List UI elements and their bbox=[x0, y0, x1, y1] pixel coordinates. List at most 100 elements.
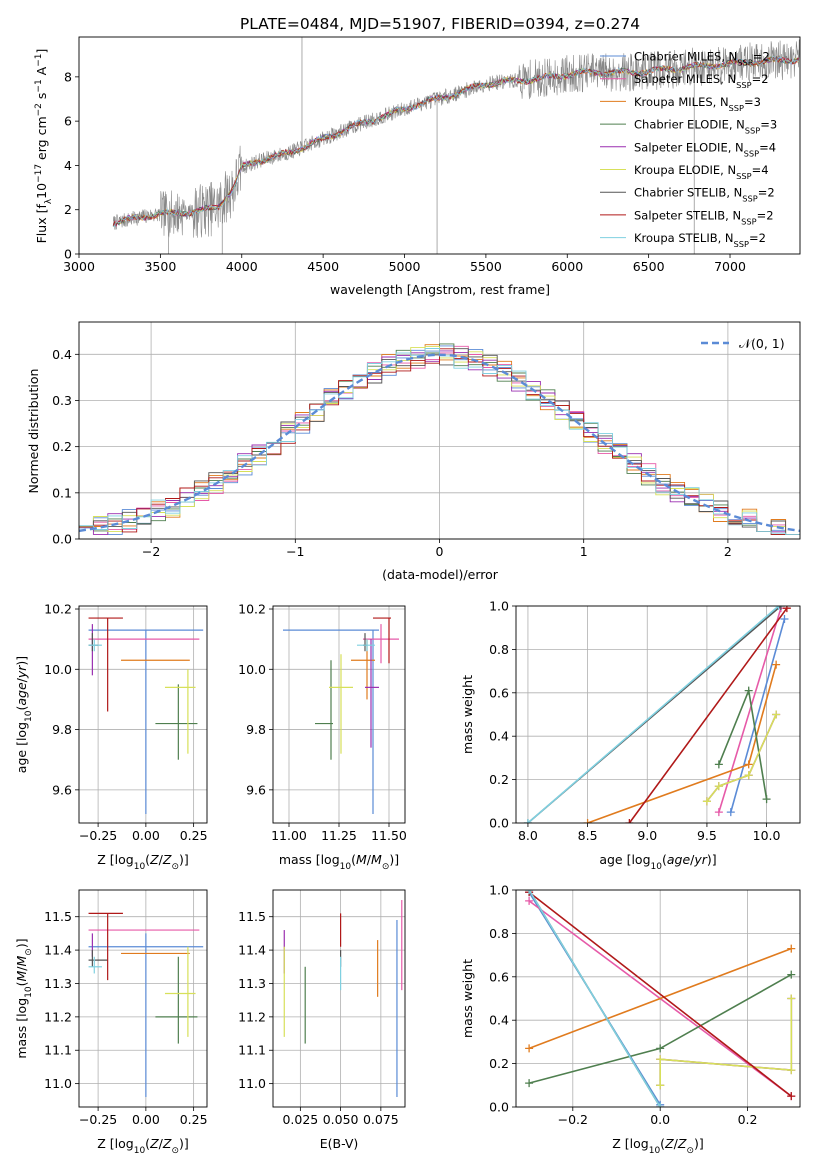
x-tick-label: 1 bbox=[580, 544, 588, 559]
plot-area-age_vs_Z bbox=[88, 617, 204, 814]
y-tick-label: 11.2 bbox=[238, 1009, 266, 1024]
weight-line bbox=[528, 890, 661, 1107]
weight-marker bbox=[656, 1081, 665, 1090]
weight-marker bbox=[525, 1044, 534, 1053]
x-tick-label: 8.5 bbox=[578, 828, 598, 843]
x-tick-label: 6000 bbox=[551, 259, 583, 274]
y-tick-label: 10.2 bbox=[238, 602, 266, 617]
histogram-step bbox=[79, 348, 800, 535]
y-tick-label: 1.0 bbox=[489, 883, 509, 898]
weight-marker bbox=[744, 760, 753, 769]
y-tick-label: 6 bbox=[64, 114, 72, 129]
observed-spectrum-line bbox=[112, 39, 800, 238]
y-tick-label: 0.4 bbox=[52, 347, 72, 362]
x-tick-label: −1 bbox=[286, 544, 304, 559]
y-tick-label: 0.4 bbox=[489, 729, 509, 744]
weight-marker bbox=[583, 819, 592, 823]
y-tick-label: 0.0 bbox=[489, 816, 509, 831]
y-axis-label: mass weight bbox=[460, 959, 475, 1038]
x-tick-label: 0.00 bbox=[132, 1112, 160, 1127]
legend-label: Kroupa ELODIE, NSSP=4 bbox=[634, 163, 769, 181]
y-tick-label: 0.8 bbox=[489, 642, 509, 657]
x-tick-label: −2 bbox=[142, 544, 160, 559]
x-tick-label: 5000 bbox=[389, 259, 421, 274]
y-tick-label: 11.3 bbox=[238, 976, 266, 991]
axes-frame bbox=[515, 605, 801, 824]
legend-label: Chabrier ELODIE, NSSP=3 bbox=[634, 118, 777, 136]
axes-frame bbox=[272, 889, 406, 1108]
model-fit-line bbox=[113, 55, 799, 227]
x-tick-label: 0.075 bbox=[363, 1112, 399, 1127]
weight-marker bbox=[656, 1044, 665, 1053]
y-tick-label: 0.3 bbox=[52, 393, 72, 408]
x-axis-label: Z [log10(Z/Z⊙)] bbox=[612, 1136, 704, 1156]
axes-residuals: −2 −1 0 1 2 0.0 0.1 0.2 0.3 0.4 𝒩(0, 1) (data-model… bbox=[26, 321, 801, 582]
y-axis-label: Normed distribution bbox=[26, 369, 41, 494]
x-tick-label: −0.2 bbox=[558, 1112, 588, 1127]
x-tick-label: 0.25 bbox=[180, 828, 208, 843]
y-tick-label: 0.8 bbox=[489, 926, 509, 941]
plot-area-residuals bbox=[79, 343, 800, 535]
y-tick-label: 0.0 bbox=[52, 532, 72, 547]
x-tick-label: 6500 bbox=[633, 259, 665, 274]
legend-label: 𝒩(0, 1) bbox=[739, 336, 785, 351]
x-tick-label: −0.25 bbox=[79, 828, 117, 843]
weight-marker bbox=[744, 686, 753, 695]
y-tick-label: 11.5 bbox=[44, 909, 72, 924]
weight-marker bbox=[525, 1079, 534, 1088]
x-tick-label: 0.00 bbox=[132, 828, 160, 843]
axes-frame bbox=[78, 36, 801, 255]
plot-area-mass_vs_ebv bbox=[283, 900, 403, 1097]
legend: Chabrier MILES, NSSP=2 Salpeter MILES, NS… bbox=[600, 50, 777, 249]
y-tick-label: 9.8 bbox=[52, 722, 72, 737]
axes-mass_vs_ebv: 0.025 0.050 0.075 11.0 11.1 11.2 11.3 11.4 11.5 E… bbox=[238, 889, 406, 1151]
axes-frame bbox=[515, 889, 801, 1108]
legend-label: Salpeter ELODIE, NSSP=4 bbox=[634, 140, 776, 158]
legend-label: Chabrier MILES, NSSP=2 bbox=[634, 50, 770, 68]
y-tick-label: 11.1 bbox=[238, 1043, 266, 1058]
x-tick-label: 8.0 bbox=[518, 828, 538, 843]
x-tick-label: 11.25 bbox=[321, 828, 357, 843]
weight-marker bbox=[625, 819, 634, 823]
x-axis-label: (data-model)/error bbox=[382, 567, 499, 582]
plot-area-spectrum bbox=[112, 37, 800, 254]
y-tick-label: 2 bbox=[64, 202, 72, 217]
axes-weight_vs_Z: −0.2 0.0 0.2 0.0 0.2 0.4 0.6 0.8 1.0 Z [log10(Z/Z… bbox=[460, 883, 801, 1156]
axes-frame bbox=[78, 605, 208, 824]
legend-label: Salpeter STELIB, NSSP=2 bbox=[634, 208, 774, 226]
weight-marker bbox=[787, 1092, 796, 1101]
axes-age_vs_mass: 11.00 11.25 11.50 9.6 9.8 10.0 10.2 mass [log10… bbox=[238, 602, 407, 872]
weight-marker bbox=[762, 795, 771, 804]
x-tick-label: 7000 bbox=[714, 259, 746, 274]
x-tick-label: 0.025 bbox=[282, 1112, 318, 1127]
weight-marker bbox=[714, 760, 723, 769]
normal-reference-curve bbox=[79, 353, 800, 533]
y-tick-label: 0 bbox=[64, 247, 72, 262]
weight-marker bbox=[772, 710, 781, 719]
y-tick-label: 0.6 bbox=[489, 969, 509, 984]
weight-line bbox=[628, 607, 788, 823]
y-tick-label: 10.0 bbox=[238, 662, 266, 677]
weight-line bbox=[527, 606, 780, 823]
y-axis-label: mass [log10(M/M⊙)] bbox=[14, 938, 34, 1058]
y-tick-label: 11.5 bbox=[238, 909, 266, 924]
weight-marker bbox=[787, 970, 796, 979]
weight-line bbox=[706, 714, 777, 802]
y-tick-label: 0.6 bbox=[489, 685, 509, 700]
y-tick-label: 0.2 bbox=[489, 1056, 509, 1071]
x-tick-label: 11.50 bbox=[371, 828, 407, 843]
x-axis-label: Z [log10(Z/Z⊙)] bbox=[97, 1136, 189, 1156]
y-tick-label: 11.3 bbox=[44, 976, 72, 991]
weight-marker bbox=[782, 606, 791, 613]
x-axis-label: age [log10(age/yr)] bbox=[599, 852, 716, 872]
axes-frame bbox=[78, 889, 208, 1108]
weight-line bbox=[730, 618, 786, 813]
y-tick-label: 0.0 bbox=[489, 1100, 509, 1115]
x-axis-label: mass [log10(M/M⊙)] bbox=[279, 852, 399, 872]
weight-marker bbox=[702, 797, 711, 806]
figure-title: PLATE=0484, MJD=51907, FIBERID=0394, z=0… bbox=[240, 15, 640, 33]
x-axis-label: Z [log10(Z/Z⊙)] bbox=[97, 852, 189, 872]
plot-area-mass_vs_Z bbox=[88, 912, 204, 1097]
x-tick-label: 11.00 bbox=[271, 828, 307, 843]
